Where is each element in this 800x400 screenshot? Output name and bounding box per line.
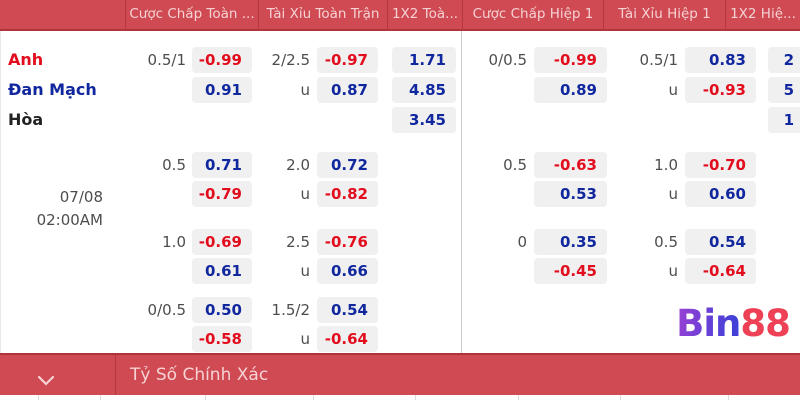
odds-cell[interactable]: 0.83 bbox=[685, 47, 756, 73]
overunder-line: u bbox=[300, 81, 310, 99]
odds-cell[interactable]: 0.91 bbox=[192, 77, 252, 103]
odds-cell[interactable]: -0.63 bbox=[534, 152, 607, 178]
header-overunder-half1[interactable]: Tài Xỉu Hiệp 1 bbox=[603, 0, 725, 31]
overunder-line: u bbox=[668, 185, 678, 203]
odds-cell[interactable]: -0.69 bbox=[192, 229, 252, 255]
odds-cell[interactable]: 0.54 bbox=[685, 229, 756, 255]
header-1x2-fulltime[interactable]: 1X2 Toà... bbox=[387, 0, 462, 31]
odds-cell[interactable]: -0.45 bbox=[534, 258, 607, 284]
odds-cell-clipped[interactable]: 2 bbox=[768, 47, 800, 73]
handicap-line: 0.5 bbox=[503, 156, 527, 174]
odds-cell[interactable]: -0.99 bbox=[192, 47, 252, 73]
overunder-line: 1.5/2 bbox=[271, 301, 310, 319]
odds-cell[interactable]: 1.71 bbox=[392, 47, 456, 73]
handicap-line: 0/0.5 bbox=[488, 51, 527, 69]
overunder-line: 0.5 bbox=[654, 233, 678, 251]
overunder-line: 2/2.5 bbox=[271, 51, 310, 69]
odds-cell[interactable]: 0.60 bbox=[685, 181, 756, 207]
overunder-line: 1.0 bbox=[654, 156, 678, 174]
header-spacer bbox=[0, 0, 125, 31]
odds-cell[interactable]: -0.76 bbox=[317, 229, 378, 255]
next-table-peek bbox=[0, 395, 800, 400]
overunder-line: 2.0 bbox=[286, 156, 310, 174]
odds-cell[interactable]: 4.85 bbox=[392, 77, 456, 103]
header-1x2-half1[interactable]: 1X2 Hiệ... bbox=[725, 0, 800, 31]
footer-divider bbox=[115, 355, 116, 395]
odds-cell[interactable]: -0.64 bbox=[685, 258, 756, 284]
overunder-line: u bbox=[300, 262, 310, 280]
chevron-down-icon[interactable] bbox=[37, 371, 55, 390]
odds-cell[interactable]: 3.45 bbox=[392, 107, 456, 133]
bin88-logo: Bin88 bbox=[676, 302, 791, 345]
odds-cell[interactable]: 0.61 bbox=[192, 258, 252, 284]
handicap-line: 0.5 bbox=[162, 156, 186, 174]
team-draw: Hòa bbox=[8, 110, 44, 129]
odds-cell[interactable]: 0.54 bbox=[317, 297, 378, 323]
table-left-border bbox=[0, 31, 1, 353]
handicap-line: 1.0 bbox=[162, 233, 186, 251]
odds-cell-clipped[interactable]: 1 bbox=[768, 107, 800, 133]
match-date: 07/08 bbox=[59, 188, 103, 206]
overunder-line: 2.5 bbox=[286, 233, 310, 251]
handicap-line: 0 bbox=[517, 233, 527, 251]
odds-cell[interactable]: 0.53 bbox=[534, 181, 607, 207]
match-time: 02:00AM bbox=[36, 211, 103, 229]
odds-cell[interactable]: -0.79 bbox=[192, 181, 252, 207]
odds-cell[interactable]: 0.87 bbox=[317, 77, 378, 103]
overunder-line: u bbox=[300, 330, 310, 348]
overunder-line: 0.5/1 bbox=[639, 51, 678, 69]
team-away: Đan Mạch bbox=[8, 80, 97, 99]
section-title: Tỷ Số Chính Xác bbox=[130, 365, 269, 385]
header-handicap-half1[interactable]: Cược Chấp Hiệp 1 bbox=[462, 0, 603, 31]
odds-cell[interactable]: -0.97 bbox=[317, 47, 378, 73]
odds-cell[interactable]: 0.71 bbox=[192, 152, 252, 178]
odds-cell[interactable]: 0.50 bbox=[192, 297, 252, 323]
overunder-line: u bbox=[668, 262, 678, 280]
odds-cell[interactable]: 0.66 bbox=[317, 258, 378, 284]
handicap-line: 0.5/1 bbox=[147, 51, 186, 69]
odds-cell-clipped[interactable]: 5 bbox=[768, 77, 800, 103]
team-home: Anh bbox=[8, 50, 44, 69]
odds-cell[interactable]: -0.93 bbox=[685, 77, 756, 103]
odds-cell[interactable]: -0.82 bbox=[317, 181, 378, 207]
header-overunder-fulltime[interactable]: Tài Xỉu Toàn Trận bbox=[258, 0, 387, 31]
odds-cell[interactable]: -0.58 bbox=[192, 326, 252, 352]
odds-cell[interactable]: 0.89 bbox=[534, 77, 607, 103]
header-handicap-fulltime[interactable]: Cược Chấp Toàn ... bbox=[125, 0, 258, 31]
bin88-logo-text: Bin bbox=[676, 302, 741, 345]
correct-score-section-bar[interactable]: Tỷ Số Chính Xác bbox=[0, 353, 800, 395]
odds-cell[interactable]: 0.72 bbox=[317, 152, 378, 178]
odds-table-header: Cược Chấp Toàn ... Tài Xỉu Toàn Trận 1X2… bbox=[0, 0, 800, 31]
section-divider bbox=[461, 31, 462, 353]
odds-cell[interactable]: 0.35 bbox=[534, 229, 607, 255]
odds-cell[interactable]: -0.70 bbox=[685, 152, 756, 178]
odds-cell[interactable]: -0.64 bbox=[317, 326, 378, 352]
odds-cell[interactable]: -0.99 bbox=[534, 47, 607, 73]
overunder-line: u bbox=[668, 81, 678, 99]
overunder-line: u bbox=[300, 185, 310, 203]
handicap-line: 0/0.5 bbox=[147, 301, 186, 319]
